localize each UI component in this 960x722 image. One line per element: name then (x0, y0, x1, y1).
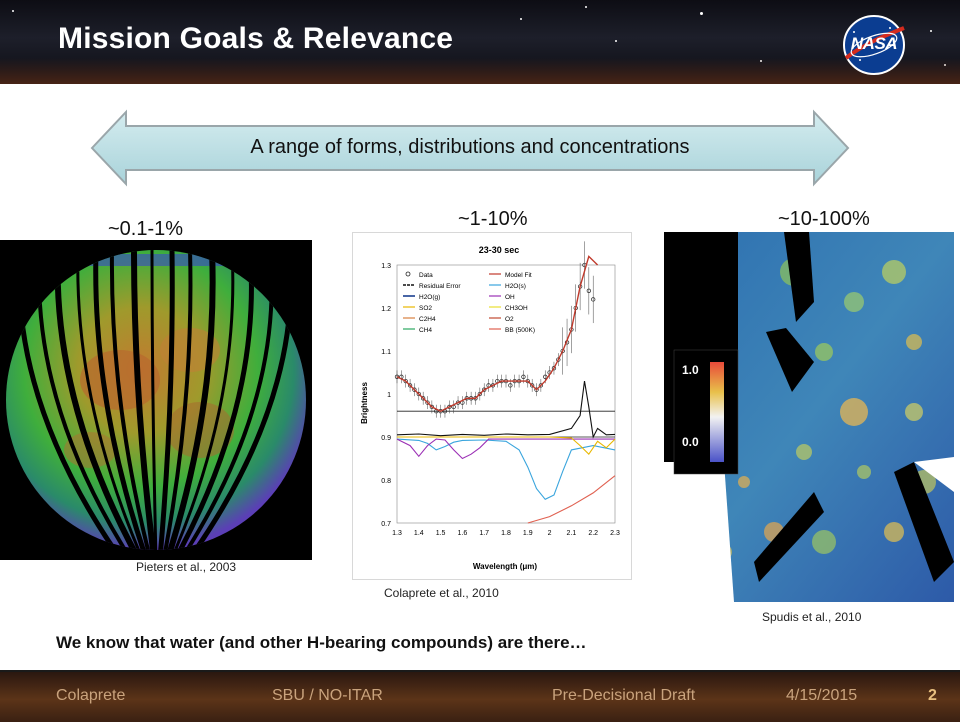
arrow-label: A range of forms, distributions and conc… (250, 136, 690, 158)
percent-label-mid: ~1-10% (458, 208, 528, 230)
legend-entry: Residual Error (419, 283, 461, 290)
citation-left: Pieters et al., 2003 (136, 560, 237, 574)
legend-entry: BB (500K) (505, 327, 535, 334)
x-tick-label: 1.3 (392, 530, 402, 537)
legend-entry: CH3OH (505, 305, 528, 312)
footer-author: Colaprete (56, 687, 126, 704)
nasa-logo-icon (843, 15, 905, 75)
plot-area (396, 264, 616, 524)
polar-crater-map: 1.0 0.0 (664, 232, 954, 602)
x-tick-label: 2.1 (567, 530, 577, 537)
y-axis-label: Brightness (360, 382, 369, 424)
legend-entry: H2O(s) (505, 283, 526, 290)
moon-mineralogy-map (0, 240, 312, 560)
series-line (396, 438, 616, 500)
y-tick-label: 1.2 (381, 306, 391, 313)
citation-middle: Colaprete et al., 2010 (384, 586, 499, 600)
spectrum-chart-svg: 23-30 sec Brightness Wavelength (μm) 1.3… (360, 241, 620, 571)
legend-entry: OH (505, 294, 515, 301)
legend-marker (405, 271, 411, 277)
legend-entry: Model Fit (505, 272, 532, 279)
range-arrow: A range of forms, distributions and conc… (88, 108, 852, 188)
footer-date: 4/15/2015 (786, 687, 858, 704)
page-title: Mission Goals & Relevance (58, 22, 454, 55)
star (520, 18, 522, 20)
moon-map-image (6, 250, 306, 550)
legend-entry: Data (419, 272, 433, 279)
y-tick-label: 1.3 (381, 263, 391, 270)
citation-right: Spudis et al., 2010 (762, 610, 862, 624)
y-tick-label: 0.7 (381, 521, 391, 528)
legend-entry: CH4 (419, 327, 432, 334)
legend-entry: C2H4 (419, 316, 436, 323)
footer-org: SBU / NO-ITAR (272, 687, 383, 704)
nasa-logo: NASA (840, 14, 908, 76)
footer-status: Pre-Decisional Draft (552, 687, 696, 704)
x-tick-label: 1.5 (436, 530, 446, 537)
x-tick-label: 2 (548, 530, 552, 537)
x-tick-label: 1.7 (479, 530, 489, 537)
colorbar-min: 0.0 (682, 435, 699, 449)
x-axis-label: Wavelength (μm) (473, 562, 537, 571)
nasa-logo-text: NASA (850, 34, 898, 53)
slide-header: Mission Goals & Relevance NASA (0, 0, 960, 84)
y-tick-label: 1 (387, 392, 391, 399)
series-line (396, 381, 616, 439)
x-tick-label: 1.4 (414, 530, 424, 537)
double-arrow-shape (90, 109, 850, 187)
chart-title: 23-30 sec (479, 245, 520, 255)
key-statement: We know that water (and other H-bearing … (56, 633, 587, 652)
y-tick-label: 0.9 (381, 435, 391, 442)
spectrum-chart: 23-30 sec Brightness Wavelength (μm) 1.3… (352, 232, 632, 580)
page-number: 2 (928, 687, 937, 704)
x-tick-label: 1.8 (501, 530, 511, 537)
percent-label-low: ~0.1-1% (108, 218, 184, 240)
star (615, 40, 617, 42)
legend-entry: O2 (505, 316, 514, 323)
crater-map-image: 1.0 0.0 (664, 232, 954, 602)
series-line (396, 438, 615, 460)
star (12, 10, 14, 12)
horizon-glow (0, 58, 960, 84)
x-tick-label: 1.9 (523, 530, 533, 537)
slide-footer: Colaprete SBU / NO-ITAR Pre-Decisional D… (0, 670, 960, 722)
colorbar-max: 1.0 (682, 363, 699, 377)
star (930, 30, 932, 32)
x-tick-label: 1.6 (458, 530, 468, 537)
x-tick-label: 2.3 (610, 530, 620, 537)
series-line (397, 436, 616, 456)
series-line (396, 255, 599, 412)
y-tick-label: 0.8 (381, 478, 391, 485)
x-tick-label: 2.2 (588, 530, 598, 537)
legend-entry: SO2 (419, 305, 432, 312)
star (585, 6, 587, 8)
y-tick-label: 1.1 (381, 349, 391, 356)
star (700, 12, 703, 15)
legend-entry: H2O(g) (419, 294, 440, 301)
series-line (527, 475, 616, 524)
percent-label-high: ~10-100% (778, 208, 870, 230)
